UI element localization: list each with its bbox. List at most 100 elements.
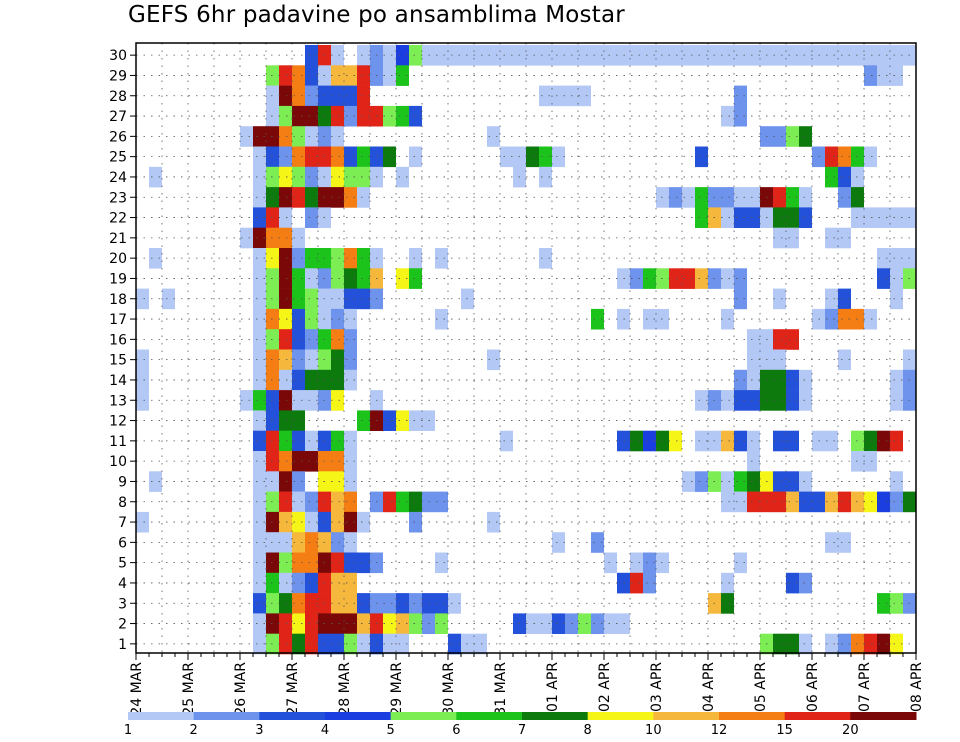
heatmap-cell-m16-s9 xyxy=(253,329,266,350)
colorbar-label: 6 xyxy=(452,723,460,738)
heatmap-cell-m17-s11 xyxy=(279,308,292,330)
x-tick-label: 05 APR xyxy=(753,662,769,712)
heatmap-cell-m6-s54 xyxy=(838,532,851,553)
heatmap-cell-m5-s12 xyxy=(292,552,305,574)
heatmap-cell-m24-s20 xyxy=(396,166,409,188)
heatmap-cell-m19-s38 xyxy=(630,268,643,289)
y-tick-label: 12 xyxy=(109,414,127,430)
heatmap-cell-m7-s15 xyxy=(331,511,344,533)
colorbar-swatch xyxy=(587,712,654,720)
heatmap-cell-m2-s21 xyxy=(409,613,422,634)
y-tick-label: 9 xyxy=(118,474,127,490)
heatmap-cell-m11-s9 xyxy=(253,430,266,452)
heatmap-cell-m14-s49 xyxy=(773,369,786,391)
heatmap-cell-m16-s50 xyxy=(786,329,799,350)
heatmap-cell-m23-s41 xyxy=(669,187,682,208)
heatmap-cell-m28-s15 xyxy=(331,85,344,107)
heatmap-cell-m17-s12 xyxy=(292,308,305,330)
heatmap-cell-m9-s1 xyxy=(149,471,162,492)
heatmap-cell-m3-s23 xyxy=(435,593,448,614)
heatmap-cell-m24-s53 xyxy=(825,166,838,188)
heatmap-cell-m22-s56 xyxy=(864,207,877,228)
heatmap-cell-m9-s42 xyxy=(682,471,695,492)
heatmap-cell-m24-s13 xyxy=(305,166,318,188)
heatmap-cell-m15-s27 xyxy=(487,349,500,371)
heatmap-cell-m15-s11 xyxy=(279,349,292,371)
heatmap-cell-m18-s58 xyxy=(890,288,903,310)
heatmap-cell-m5-s36 xyxy=(604,552,617,574)
heatmap-cell-m11-s46 xyxy=(734,430,747,452)
heatmap-cell-m11-s49 xyxy=(773,430,786,452)
heatmap-cell-m2-s16 xyxy=(344,613,357,634)
heatmap-cell-m17-s23 xyxy=(435,308,448,330)
heatmap-cell-m25-s53 xyxy=(825,146,838,168)
heatmap-cell-m4-s38 xyxy=(630,572,643,594)
heatmap-cell-m30-s58 xyxy=(890,45,903,66)
heatmap-cell-m20-s9 xyxy=(253,248,266,269)
x-tick-label: 25 MAR xyxy=(181,662,197,716)
heatmap-cell-m4-s51 xyxy=(799,572,812,594)
heatmap-cell-m10-s56 xyxy=(864,451,877,472)
heatmap-cell-m6-s12 xyxy=(292,532,305,553)
heatmap-cell-m6-s16 xyxy=(344,532,357,553)
heatmap-cell-m3-s45 xyxy=(721,593,734,614)
heatmap-cell-m9-s58 xyxy=(890,471,903,492)
heatmap-cell-m29-s11 xyxy=(279,65,292,86)
heatmap-cell-m22-s13 xyxy=(305,207,318,228)
heatmap-cell-m4-s39 xyxy=(643,572,656,594)
heatmap-cell-m29-s15 xyxy=(331,65,344,86)
heatmap-cell-m27-s16 xyxy=(344,105,357,127)
heatmap-cell-m21-s12 xyxy=(292,227,305,249)
heatmap-cell-m27-s17 xyxy=(357,105,370,127)
heatmap-cell-m15-s13 xyxy=(305,349,318,371)
heatmap-cell-m13-s9 xyxy=(253,390,266,411)
heatmap-cell-m15-s47 xyxy=(747,349,760,371)
heatmap-cell-m20-s31 xyxy=(539,248,552,269)
heatmap-cell-m28-s17 xyxy=(357,85,370,107)
heatmap-cell-m5-s15 xyxy=(331,552,344,574)
heatmap-cell-m9-s43 xyxy=(695,471,708,492)
colorbar-swatch xyxy=(850,712,917,720)
heatmap-cell-m16-s13 xyxy=(305,329,318,350)
heatmap-cell-m7-s12 xyxy=(292,511,305,533)
heatmap-cell-m11-s15 xyxy=(331,430,344,452)
heatmap-cell-m30-s21 xyxy=(409,45,422,66)
heatmap-cell-m8-s46 xyxy=(734,491,747,513)
x-tick-label: 08 APR xyxy=(909,662,925,712)
colorbar-swatch xyxy=(653,712,720,720)
heatmap-cell-m2-s20 xyxy=(396,613,409,634)
heatmap-cell-m23-s13 xyxy=(305,187,318,208)
heatmap-cell-m30-s19 xyxy=(383,45,396,66)
heatmap-cell-m19-s43 xyxy=(695,268,708,289)
heatmap-cell-m21-s54 xyxy=(838,227,851,249)
heatmap-cell-m25-s16 xyxy=(344,146,357,168)
heatmap-cell-m30-s38 xyxy=(630,45,643,66)
heatmap-cell-m8-s20 xyxy=(396,491,409,513)
heatmap-cell-m20-s13 xyxy=(305,248,318,269)
heatmap-cell-m13-s13 xyxy=(305,390,318,411)
heatmap-cell-m1-s56 xyxy=(864,633,877,655)
heatmap-cell-m30-s51 xyxy=(799,45,812,66)
heatmap-cell-m25-s9 xyxy=(253,146,266,168)
heatmap-cell-m14-s46 xyxy=(734,369,747,391)
heatmap-cell-m8-s50 xyxy=(786,491,799,513)
heatmap-cell-m11-s58 xyxy=(890,430,903,452)
heatmap-cell-m3-s24 xyxy=(448,593,461,614)
x-tick-label: 31 MAR xyxy=(493,662,509,716)
y-tick-label: 7 xyxy=(118,515,127,531)
colorbar-label: 5 xyxy=(387,723,395,738)
colorbar-label: 12 xyxy=(711,723,728,738)
heatmap-cell-m12-s9 xyxy=(253,410,266,431)
heatmap-cell-m30-s45 xyxy=(721,45,734,66)
heatmap-cell-m30-s50 xyxy=(786,45,799,66)
heatmap-cell-m7-s21 xyxy=(409,511,422,533)
heatmap-cell-m14-s9 xyxy=(253,369,266,391)
heatmap-cell-m29-s19 xyxy=(383,65,396,86)
heatmap-cell-m17-s9 xyxy=(253,308,266,330)
heatmap-cell-m15-s0 xyxy=(136,349,149,371)
heatmap-cell-m17-s39 xyxy=(643,308,656,330)
heatmap-cell-m20-s16 xyxy=(344,248,357,269)
heatmap-cell-m30-s35 xyxy=(591,45,604,66)
y-tick-label: 2 xyxy=(118,617,127,633)
